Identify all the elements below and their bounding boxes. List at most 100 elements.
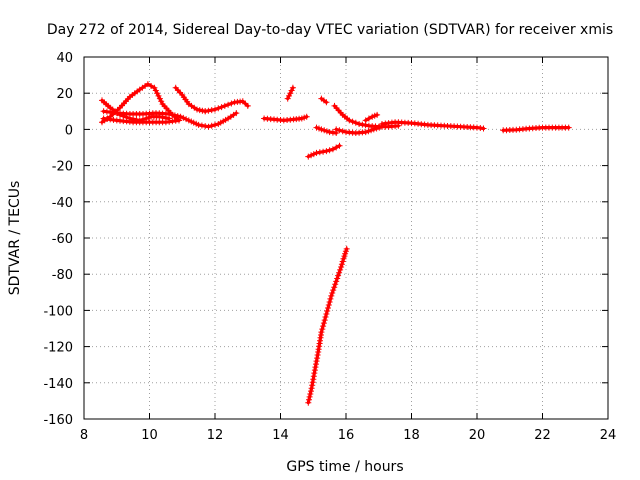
data-point [308,388,314,395]
data-point [284,95,291,102]
data-point [307,391,314,397]
x-tick-label: 8 [80,428,88,443]
data-point [205,123,212,130]
data-point [144,81,151,88]
data-point [352,119,359,126]
y-tick-label: 0 [65,123,73,138]
data-point [320,148,327,155]
data-point [156,95,163,102]
y-tick-label: -120 [43,341,73,356]
data-point [305,399,312,406]
data-point [330,287,337,294]
data-point [202,123,209,130]
y-tick-label: -140 [43,377,73,392]
data-point [308,385,315,392]
data-point [359,121,366,128]
data-point [212,106,218,113]
data-point [333,144,340,151]
markers-track-15 [379,119,487,132]
markers-track-9 [305,142,343,160]
data-point [323,128,330,135]
data-point [287,90,294,97]
data-point [289,84,296,91]
markers-track-10 [313,124,340,136]
data-point [340,255,347,262]
data-point [312,364,319,371]
data-point [329,290,336,296]
data-point [310,151,317,158]
data-point [365,115,372,122]
markers-track-3 [100,108,240,130]
x-tick-label: 14 [272,428,289,443]
data-point [323,311,330,317]
data-point [313,149,320,156]
data-point [205,107,212,114]
data-point [322,314,329,320]
data-point [365,128,372,135]
data-point [244,102,251,109]
y-tick-label: 20 [56,87,73,102]
markers-track-11 [318,95,330,106]
markers-track-7 [261,113,310,124]
data-point [228,100,235,107]
data-point [326,147,333,154]
x-tick-label: 18 [403,428,420,443]
x-axis-label: GPS time / hours [286,459,403,475]
data-point [174,113,181,120]
data-point [480,125,487,132]
data-point [171,112,178,119]
x-tick-label: 24 [600,428,617,443]
data-point [334,275,341,282]
data-point [308,152,315,159]
data-point [169,111,175,118]
data-point [313,358,320,365]
data-point [324,308,331,314]
data-point [362,129,369,136]
data-point [318,126,325,133]
data-point [374,111,381,118]
data-point [309,379,316,386]
data-point [225,101,232,108]
y-tick-label: -40 [52,196,73,211]
data-point [320,320,327,327]
data-point [337,266,344,273]
x-tick-label: 20 [469,428,486,443]
x-tick-label: 12 [207,428,224,443]
data-point [326,299,333,305]
data-point [305,153,312,160]
y-tick-label: -20 [52,160,73,175]
data-point [336,142,343,149]
axis-ticks: 8 10 12 14 16 18 20 22 24 40 20 0 -20 -40 -60 -80 -100 -1… [43,51,616,443]
data-point [356,121,363,127]
data-point [183,116,190,123]
markers-track-17 [305,245,350,406]
data-point [320,323,327,330]
data-point [180,114,187,121]
data-point [323,148,330,155]
data-point [154,90,161,97]
data-point [208,122,215,129]
data-point [335,272,342,279]
data-point [376,124,383,131]
data-point [370,126,377,133]
data-point [311,370,318,377]
chart-title: Day 272 of 2014, Sidereal Day-to-day VTE… [47,22,613,38]
data-point [338,264,345,270]
y-axis-label: SDTVAR / TECUs [7,181,23,296]
data-point [318,329,325,336]
x-tick-label: 10 [141,428,158,443]
data-point [288,87,295,94]
y-tick-label: 40 [56,51,73,66]
data-point [336,127,343,134]
data-point [332,281,339,288]
data-point [338,261,345,268]
data-point [221,102,228,109]
data-point [314,352,321,358]
data-point [233,110,240,117]
data-point [373,125,380,132]
data-point [321,127,328,134]
data-series [99,81,572,406]
data-point [362,117,369,124]
data-point [215,105,222,112]
